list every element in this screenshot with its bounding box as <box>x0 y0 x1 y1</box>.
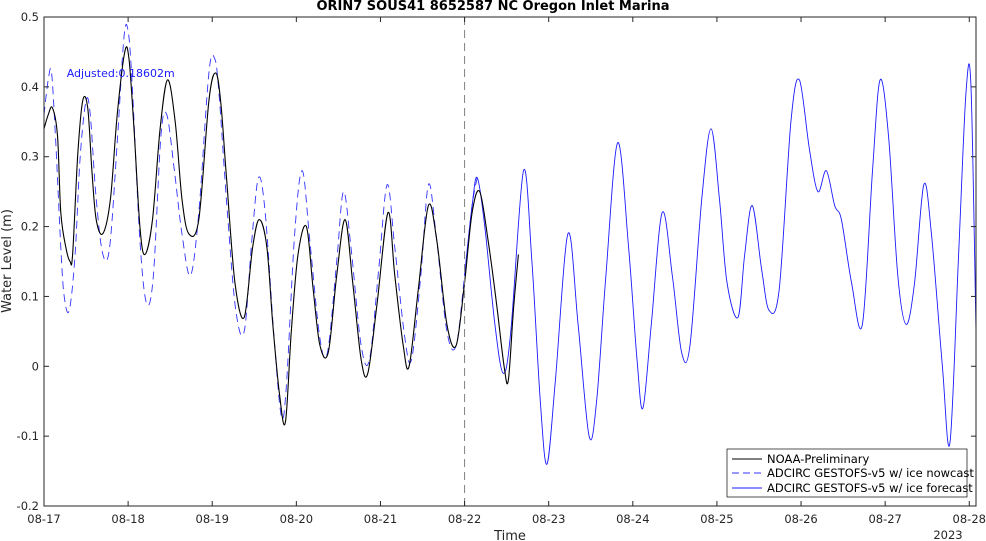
legend-label-observed: NOAA-Preliminary <box>767 452 870 466</box>
y-tick-label: -0.2 <box>17 499 39 513</box>
x-tick-label: 08-17 <box>27 512 60 526</box>
plot-background <box>44 17 976 506</box>
y-tick-label: 0.1 <box>21 289 39 303</box>
x-tick-label: 08-25 <box>700 512 733 526</box>
series-line-noaa-preliminary <box>43 46 519 426</box>
series-line-nowcast <box>43 23 478 420</box>
axes-layer: -0.2 -0.1 0 0.1 0.2 0.3 0.4 0.5 08-17 08-18 08-19 0… <box>17 10 986 526</box>
legend-label-forecast: ADCIRC GESTOFS-v5 w/ ice forecast <box>767 481 973 495</box>
x-tick-label: 08-23 <box>532 512 565 526</box>
legend: NOAA-Preliminary ADCIRC GESTOFS-v5 w/ ic… <box>726 448 974 498</box>
y-tick-label: 0.2 <box>21 220 39 234</box>
x-axis-title: Time <box>493 529 526 541</box>
x-tick-label: 08-24 <box>616 512 649 526</box>
legend-label-nowcast: ADCIRC GESTOFS-v5 w/ ice nowcast <box>767 466 974 480</box>
x-tick-label: 08-18 <box>111 512 144 526</box>
series-layer <box>43 23 977 465</box>
adjusted-offset-annotation: Adjusted:0.18602m <box>67 67 175 80</box>
x-tick-label: 08-27 <box>868 512 901 526</box>
legend-box <box>726 448 968 498</box>
y-tick-label: 0.3 <box>21 150 39 164</box>
x-tick-label: 08-28 <box>953 512 986 526</box>
x-year-label: 2023 <box>933 528 962 541</box>
y-tick-label: 0.4 <box>21 80 39 94</box>
x-tick-label: 08-20 <box>280 512 313 526</box>
y-axis-title: Water Level (m) <box>0 209 15 313</box>
x-tick-label: 08-22 <box>448 512 481 526</box>
chart-title: ORIN7 SOUS41 8652587 NC Oregon Inlet Mar… <box>316 0 669 14</box>
y-tick-label: 0 <box>32 359 39 373</box>
x-tick-label: 08-26 <box>784 512 817 526</box>
y-tick-label: 0.5 <box>21 10 39 24</box>
plot-frame <box>43 16 977 507</box>
x-tick-label: 08-21 <box>364 512 397 526</box>
y-tick-label: -0.1 <box>17 429 39 443</box>
x-tick-label: 08-19 <box>196 512 229 526</box>
series-line-forecast <box>464 63 977 465</box>
